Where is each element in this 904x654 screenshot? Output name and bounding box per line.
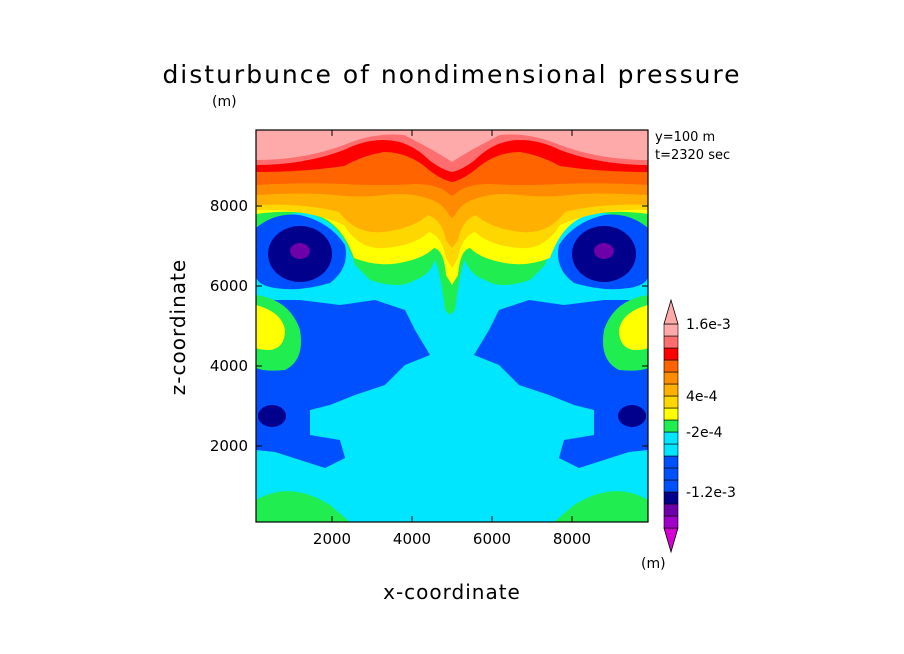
contour-region-green-bottom-right	[554, 491, 648, 522]
colorbar-swatch	[663, 455, 679, 469]
colorbar-swatch	[663, 359, 679, 373]
chart-title: disturbunce of nondimensional pressure	[162, 60, 742, 89]
colorbar-swatch	[663, 515, 679, 529]
y-tick-label: 4000	[210, 357, 248, 375]
y-tick-label: 6000	[210, 277, 248, 295]
y-axis-ticks: 2000 4000 6000 8000	[210, 197, 648, 455]
colorbar: 1.6e-3 4e-4 -2e-4 -1.2e-3	[663, 298, 736, 554]
x-tick-label: 8000	[553, 530, 591, 548]
colorbar-unit: (m)	[641, 556, 666, 572]
annotation-time: t=2320 sec	[655, 148, 731, 163]
colorbar-tick-label: 4e-4	[686, 389, 718, 405]
colorbar-extend-high	[663, 298, 679, 325]
colorbar-tick-label: -1.2e-3	[686, 485, 736, 501]
colorbar-swatch	[663, 491, 679, 505]
y-tick-label: 8000	[210, 197, 248, 215]
colorbar-swatch	[663, 479, 679, 493]
x-axis-ticks: 2000 4000 6000 8000	[313, 130, 591, 548]
contour-region-darkblue-lower-left	[258, 405, 286, 427]
x-tick-label: 4000	[393, 530, 431, 548]
contour-region-yellow-left	[256, 305, 285, 350]
contour-region-purple-vortex-right	[594, 243, 614, 259]
contour-region-blue-right	[474, 265, 648, 468]
colorbar-swatch	[663, 383, 679, 397]
x-axis-label: x-coordinate	[383, 580, 521, 604]
colorbar-swatch	[663, 371, 679, 385]
colorbar-swatch	[663, 419, 679, 433]
contour-region-purple-vortex-left	[290, 243, 310, 259]
colorbar-swatch	[663, 431, 679, 445]
colorbar-swatch	[663, 443, 679, 457]
contour-region-blue-left	[256, 265, 430, 468]
contour-region-yellow-right	[619, 305, 648, 350]
contour-region-darkblue-lower-right	[618, 405, 646, 427]
contour-region-pink-top	[256, 130, 648, 162]
contour-region-green-bottom-left	[256, 491, 350, 522]
colorbar-swatch	[663, 407, 679, 421]
colorbar-swatch	[663, 395, 679, 409]
x-tick-label: 2000	[313, 530, 351, 548]
annotation-y-position: y=100 m	[655, 130, 716, 145]
colorbar-swatch	[663, 323, 679, 337]
colorbar-swatch	[663, 335, 679, 349]
colorbar-tick-label: -2e-4	[686, 425, 723, 441]
colorbar-swatch	[663, 503, 679, 517]
colorbar-tick-label: 1.6e-3	[686, 317, 731, 333]
colorbar-swatch	[663, 467, 679, 481]
x-tick-label: 6000	[473, 530, 511, 548]
y-axis-unit: (m)	[212, 94, 237, 110]
contour-field	[256, 130, 648, 522]
colorbar-swatch	[663, 347, 679, 361]
plot-frame	[255, 129, 649, 523]
colorbar-extend-low	[663, 527, 679, 554]
y-tick-label: 2000	[210, 437, 248, 455]
